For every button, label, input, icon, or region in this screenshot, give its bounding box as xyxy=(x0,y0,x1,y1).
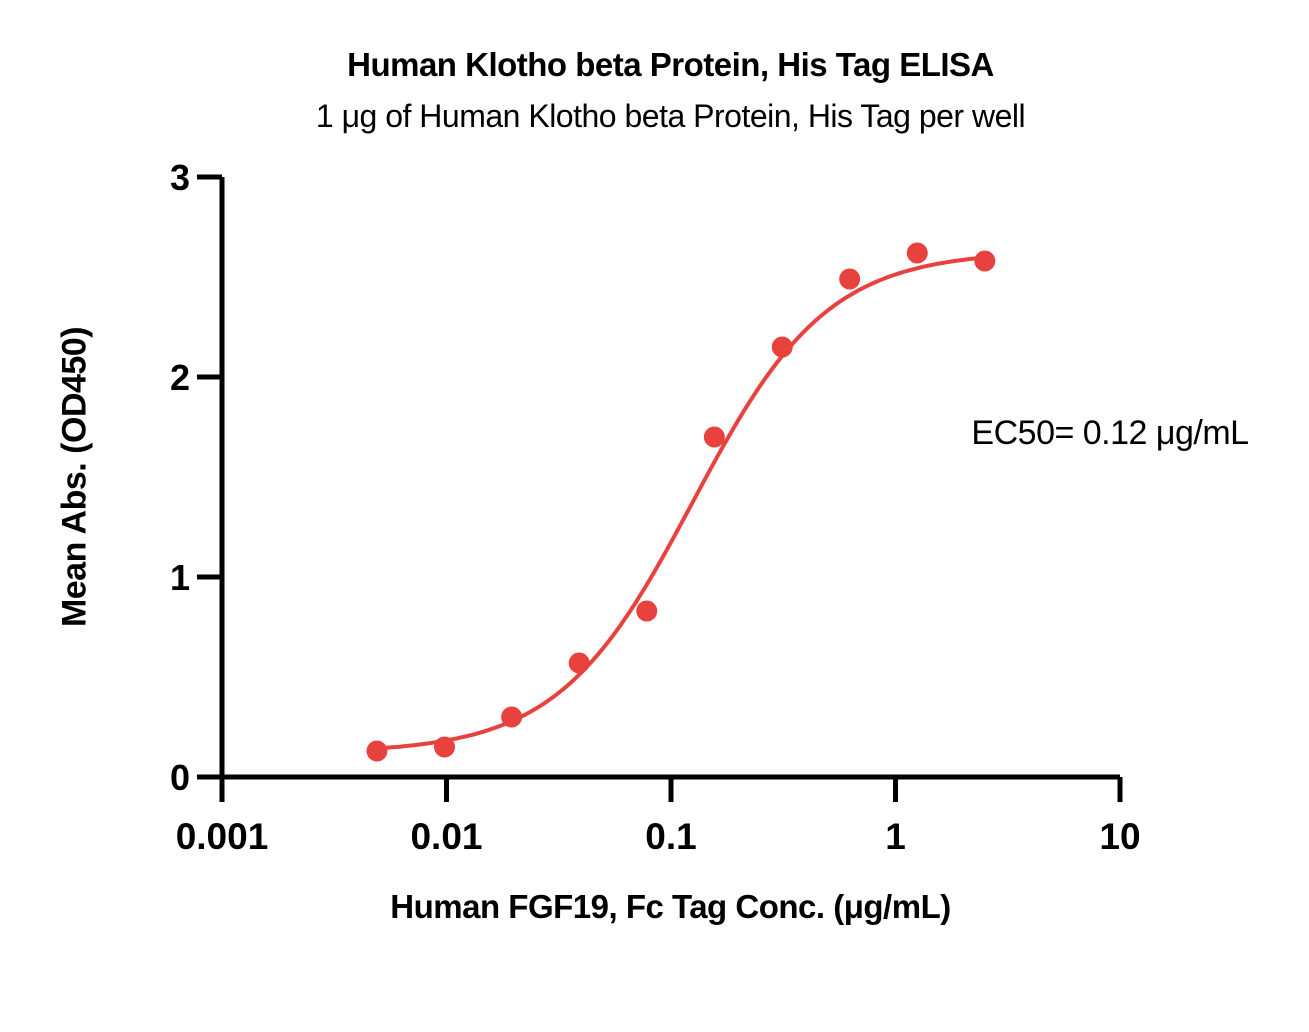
data-point xyxy=(974,250,996,272)
data-point xyxy=(568,652,590,674)
x-axis-tick-label: 0.1 xyxy=(645,816,696,857)
data-point xyxy=(366,740,388,762)
y-axis-tick-label: 3 xyxy=(170,157,190,198)
x-axis-tick-label: 10 xyxy=(1099,816,1140,857)
chart-title: Human Klotho beta Protein, His Tag ELISA xyxy=(347,46,994,83)
dose-response-curve xyxy=(374,255,987,751)
data-point xyxy=(906,242,928,264)
y-axis-tick-label: 2 xyxy=(170,357,190,398)
data-point xyxy=(501,706,523,728)
data-point xyxy=(636,600,658,622)
data-point xyxy=(434,736,456,758)
data-point xyxy=(703,426,725,448)
x-axis-tick-label: 0.01 xyxy=(410,816,482,857)
data-point xyxy=(839,268,861,290)
chart-subtitle: 1 μg of Human Klotho beta Protein, His T… xyxy=(315,98,1026,134)
ec50-annotation: EC50= 0.12 μg/mL xyxy=(971,414,1249,452)
y-axis-tick-label: 1 xyxy=(170,557,190,598)
x-axis-tick-label: 1 xyxy=(885,816,906,857)
x-axis-label: Human FGF19, Fc Tag Conc. (μg/mL) xyxy=(390,888,951,925)
x-axis-tick-label: 0.001 xyxy=(176,816,269,857)
y-axis-tick-label: 0 xyxy=(170,757,190,798)
data-point xyxy=(771,336,793,358)
